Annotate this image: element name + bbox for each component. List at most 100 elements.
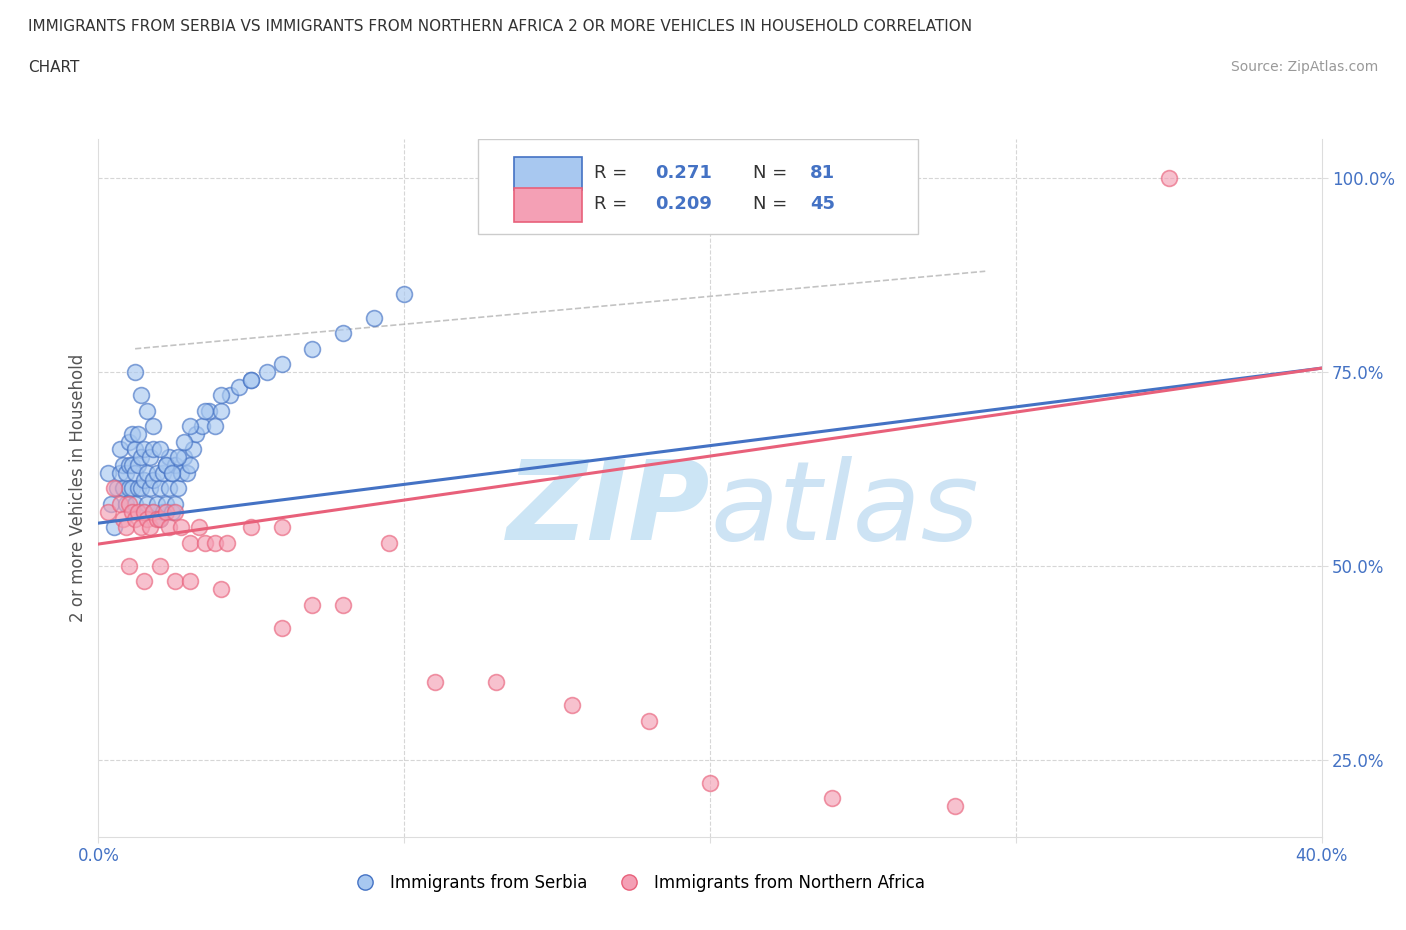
Point: [637, 713, 661, 728]
Point: [115, 520, 138, 535]
Point: [129, 450, 152, 465]
Point: [240, 372, 263, 387]
Point: [176, 465, 198, 480]
Point: [142, 418, 165, 433]
Point: [157, 520, 180, 535]
Point: [118, 434, 141, 449]
Point: [301, 341, 323, 356]
Point: [152, 504, 174, 519]
Point: [149, 442, 172, 457]
Point: [127, 481, 149, 496]
Text: N =: N =: [752, 195, 787, 213]
Point: [118, 558, 141, 573]
Point: [179, 535, 201, 550]
Point: [111, 458, 134, 472]
Point: [194, 535, 217, 550]
Point: [149, 512, 172, 526]
Point: [270, 357, 292, 372]
Point: [181, 442, 204, 457]
Point: [127, 458, 149, 472]
Point: [163, 497, 186, 512]
Point: [1157, 171, 1180, 186]
Point: [188, 520, 211, 535]
Point: [163, 574, 186, 589]
Point: [118, 458, 141, 472]
Point: [160, 504, 183, 519]
Point: [108, 442, 131, 457]
Point: [145, 512, 167, 526]
Point: [129, 388, 152, 403]
Point: [121, 427, 143, 442]
Point: [142, 442, 165, 457]
Point: [173, 434, 195, 449]
Point: [485, 674, 508, 689]
Point: [392, 287, 416, 302]
Point: [108, 497, 131, 512]
Point: [179, 458, 201, 472]
Point: [155, 497, 177, 512]
Point: [240, 372, 263, 387]
Point: [136, 512, 159, 526]
Point: [179, 418, 201, 433]
Point: [197, 404, 219, 418]
Point: [186, 427, 208, 442]
Point: [142, 504, 165, 519]
Point: [270, 620, 292, 635]
Point: [97, 504, 120, 519]
Point: [129, 520, 152, 535]
Point: [149, 512, 172, 526]
Point: [124, 365, 146, 379]
Point: [194, 404, 217, 418]
Point: [124, 442, 146, 457]
Point: [118, 497, 141, 512]
Point: [215, 535, 238, 550]
Point: [204, 535, 226, 550]
Point: [204, 418, 226, 433]
Point: [160, 465, 183, 480]
Point: [103, 520, 125, 535]
Point: [170, 465, 193, 480]
Point: [332, 597, 354, 612]
Point: [149, 558, 172, 573]
Point: [97, 465, 120, 480]
Point: [163, 458, 186, 472]
Point: [121, 458, 143, 472]
Point: [136, 465, 159, 480]
Point: [134, 574, 156, 589]
Point: [155, 458, 177, 472]
Point: [209, 404, 232, 418]
Text: 45: 45: [810, 195, 835, 213]
Text: R =: R =: [593, 195, 627, 213]
Point: [209, 388, 232, 403]
Point: [170, 520, 193, 535]
Point: [152, 465, 174, 480]
Point: [139, 450, 162, 465]
Point: [124, 512, 146, 526]
Bar: [515, 157, 582, 191]
Point: [118, 481, 141, 496]
Point: [209, 581, 232, 596]
Point: [256, 365, 278, 379]
Point: [561, 698, 583, 712]
Point: [127, 504, 149, 519]
Text: CHART: CHART: [28, 60, 80, 75]
Point: [124, 497, 146, 512]
Point: [105, 481, 128, 496]
Point: [157, 450, 180, 465]
Point: [155, 458, 177, 472]
Text: N =: N =: [752, 164, 787, 182]
Y-axis label: 2 or more Vehicles in Household: 2 or more Vehicles in Household: [69, 354, 87, 622]
Point: [378, 535, 401, 550]
Point: [219, 388, 242, 403]
Point: [163, 504, 186, 519]
Point: [228, 380, 250, 395]
Point: [699, 776, 721, 790]
Point: [115, 465, 138, 480]
Point: [134, 504, 156, 519]
Point: [134, 473, 156, 488]
Point: [167, 481, 190, 496]
Point: [142, 473, 165, 488]
Point: [332, 326, 354, 340]
Text: 81: 81: [810, 164, 835, 182]
Point: [157, 481, 180, 496]
